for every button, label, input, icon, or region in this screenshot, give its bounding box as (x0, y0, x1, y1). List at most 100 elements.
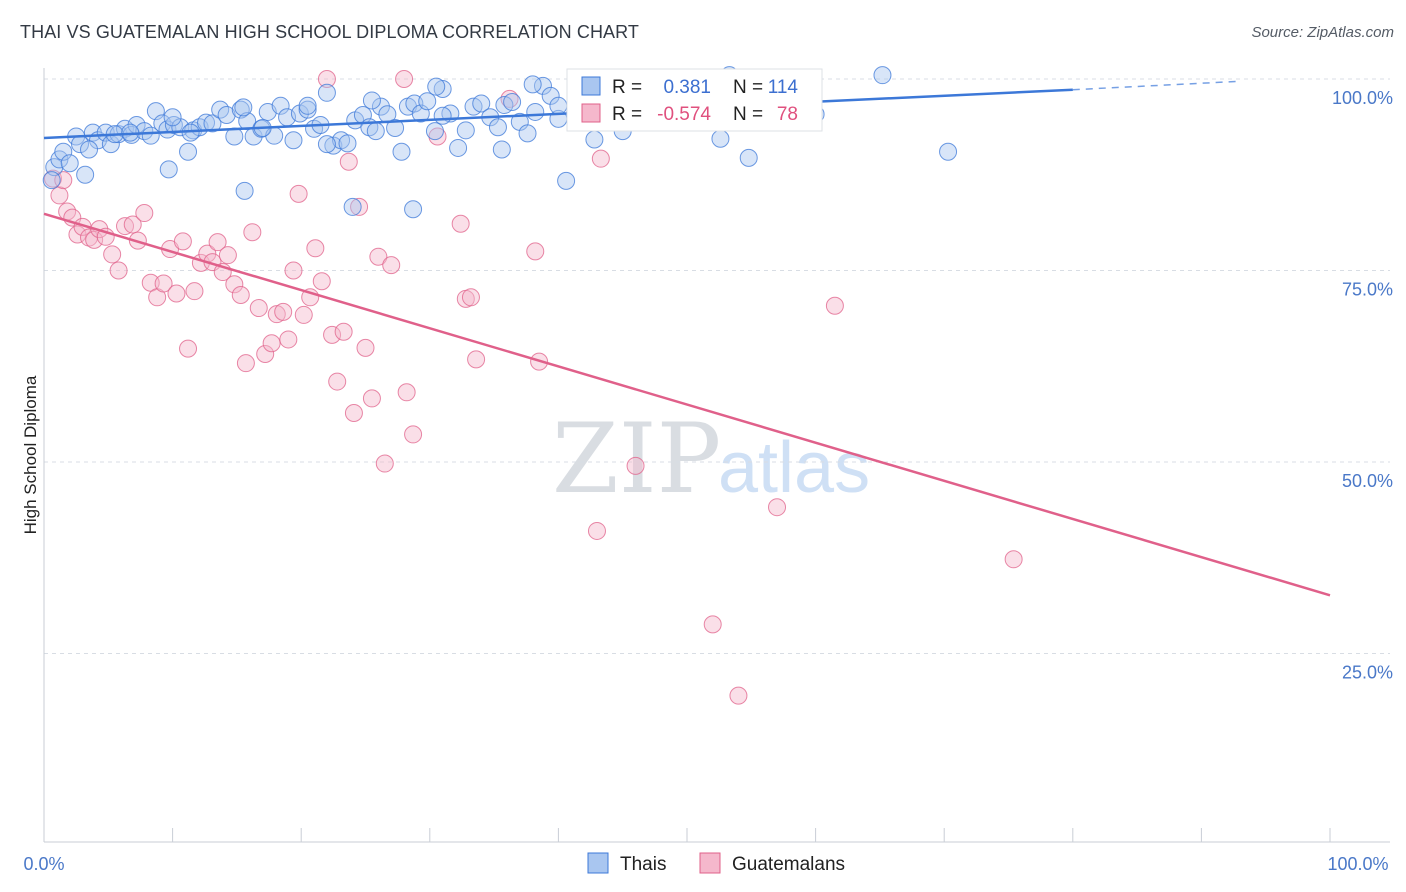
thais-point-22 (179, 142, 198, 161)
thais-point-26 (203, 114, 222, 133)
guatemalans-point-71 (703, 615, 722, 634)
x-tick-label-max: 100.0% (1327, 854, 1388, 874)
thais-point-90 (427, 77, 446, 96)
thais-point-116 (549, 96, 568, 115)
thais-point-115 (433, 106, 452, 125)
thais-point-104 (711, 129, 730, 148)
guatemalans-point-70 (626, 456, 645, 475)
guatemalans-point-48 (328, 372, 347, 391)
thais-point-38 (284, 131, 303, 150)
guatemalans-point-10 (103, 245, 122, 264)
thais-point-53 (386, 119, 405, 138)
thais-point-51 (371, 97, 390, 116)
guatemalans-point-49 (334, 322, 353, 341)
guatemalans-point-50 (339, 152, 358, 171)
thais-point-40 (298, 100, 317, 119)
thais-point-96 (80, 140, 99, 159)
thais-point-89 (523, 75, 542, 94)
guatemalans-point-76 (395, 70, 414, 88)
guatemalans-point-39 (279, 330, 298, 349)
guatemalans-point-45 (312, 272, 331, 291)
thais-point-28 (217, 106, 236, 125)
legend-thais-n-value: 114 (768, 77, 799, 98)
thais-point-67 (488, 118, 507, 137)
thais-point-30 (231, 100, 250, 119)
guatemalans-point-12 (116, 217, 135, 236)
x-tick-label-min: 0.0% (23, 854, 64, 874)
guatemalans-point-13 (123, 215, 142, 234)
thais-point-76 (557, 171, 576, 190)
y-tick-label-1: 75.0% (1342, 280, 1393, 300)
thais-trend-extension (1072, 80, 1241, 91)
guatemalans-point-23 (185, 282, 204, 301)
thais-point-16 (141, 126, 160, 145)
guatemalans-point-44 (306, 239, 325, 258)
y-tick-label-0: 100.0% (1332, 88, 1393, 108)
chart-title: THAI VS GUATEMALAN HIGH SCHOOL DIPLOMA C… (20, 22, 640, 42)
y-axis-label: High School Diploma (21, 375, 40, 534)
thais-point-50 (366, 122, 385, 141)
thais-point-72 (526, 102, 545, 121)
thais-point-108 (873, 66, 892, 85)
thais-point-62 (449, 138, 468, 157)
bottom-legend-guatemalans-label: Guatemalans (732, 854, 845, 875)
thais-point-93 (234, 98, 253, 117)
guatemalans-point-27 (208, 233, 227, 252)
legend-guatemalans-r-value: -0.574 (657, 104, 711, 125)
legend-thais-swatch (581, 76, 601, 96)
guatemalans-point-11 (109, 261, 128, 280)
thais-point-99 (235, 181, 254, 200)
thais-point-69 (503, 92, 522, 111)
thais-point-74 (541, 86, 560, 105)
legend-thais-n-label: N = (733, 77, 763, 98)
thais-point-94 (163, 108, 182, 127)
guatemalans-trend-line (43, 212, 1331, 597)
guatemalans-point-51 (344, 403, 363, 422)
thais-point-9 (96, 123, 115, 142)
thais-point-2 (54, 142, 73, 161)
y-tick-label-3: 25.0% (1342, 663, 1393, 683)
thais-point-54 (392, 142, 411, 161)
guatemalans-point-73 (768, 498, 787, 517)
guatemalans-point-52 (350, 197, 369, 216)
legend-guatemalans-n-value: 78 (777, 104, 798, 125)
guatemalans-point-41 (289, 184, 308, 203)
guatemalans-point-15 (135, 204, 154, 223)
guatemalans-point-33 (243, 223, 262, 242)
guatemalans-point-40 (284, 261, 303, 280)
guatemalans-point-69 (587, 521, 606, 540)
thais-point-65 (472, 94, 491, 113)
guatemalans-point-59 (404, 425, 423, 444)
thais-point-63 (456, 121, 475, 140)
guatemalans-point-22 (179, 339, 198, 358)
guatemalans-point-65 (500, 89, 519, 108)
legend-frame (566, 68, 823, 132)
thais-point-36 (271, 96, 290, 115)
thais-point-3 (60, 154, 79, 173)
thais-point-71 (518, 124, 537, 143)
bottom-legend-thais-swatch (587, 852, 609, 874)
thais-point-110 (492, 140, 511, 159)
thais-point-102 (585, 130, 604, 149)
guatemalans-point-20 (167, 284, 186, 303)
source-label: Source: ZipAtlas.com (1251, 24, 1394, 41)
watermark-atlas: atlas (718, 428, 870, 508)
guatemalans-point-61 (451, 214, 470, 233)
thais-trend-line (43, 88, 1073, 140)
thais-point-100 (343, 197, 362, 216)
guatemalans-point-46 (317, 70, 336, 88)
y-tick-label-2: 50.0% (1342, 471, 1393, 491)
thais-point-105 (939, 142, 958, 161)
thais-point-92 (298, 96, 317, 115)
guatemalans-point-74 (825, 296, 844, 315)
guatemalans-point-31 (231, 286, 250, 305)
guatemalans-point-18 (154, 274, 173, 293)
guatemalans-point-42 (294, 305, 313, 324)
guatemalans-point-66 (526, 242, 545, 261)
guatemalans-point-32 (236, 354, 255, 373)
legend-guatemalans-n-label: N = (733, 104, 763, 125)
guatemalans-point-30 (225, 275, 244, 294)
thais-point-97 (42, 171, 61, 190)
thais-point-15 (135, 122, 154, 141)
